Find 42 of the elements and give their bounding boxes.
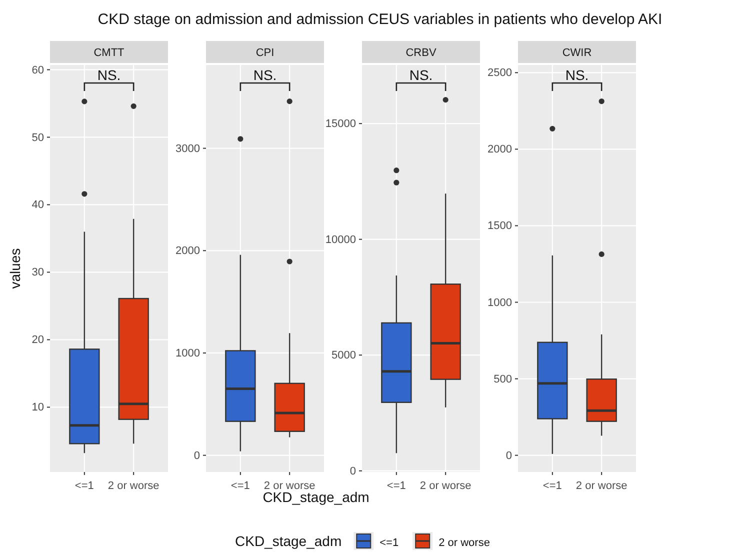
x-tick-label: <=1 — [386, 480, 406, 492]
y-tick-label: 500 — [494, 373, 512, 386]
annotation: NS. — [253, 67, 277, 83]
y-axis-title: values — [7, 248, 23, 289]
x-axis-title: CKD_stage_adm — [262, 489, 370, 505]
y-tick-label: 10 — [32, 402, 44, 414]
x-tick-label: <=1 — [230, 480, 250, 492]
y-tick-label: 50 — [32, 132, 44, 144]
y-tick-label: 5000 — [332, 350, 356, 362]
y-tick-label: 1000 — [488, 296, 512, 309]
y-tick-label: 40 — [32, 199, 44, 212]
x-tick-label: 2 or worse — [264, 480, 316, 492]
chart-subtitle: CRBV — [406, 47, 437, 59]
x-tick-label: 2 or worse — [576, 480, 628, 492]
y-tick-label: 10000 — [325, 234, 356, 246]
legend-title: CKD_stage_adm — [235, 533, 342, 549]
chart-subtitle: CMTT — [94, 47, 125, 59]
y-tick-label: 2000 — [488, 144, 512, 156]
y-tick-label: 2500 — [488, 67, 512, 80]
annotation: NS. — [565, 67, 589, 83]
legend-label: <=1 — [380, 537, 399, 549]
y-tick-label: 60 — [32, 64, 44, 76]
y-tick-label: 15000 — [325, 118, 356, 130]
x-tick-label: 2 or worse — [420, 480, 472, 492]
y-tick-label: 2000 — [176, 245, 200, 258]
annotation: NS. — [409, 67, 433, 83]
y-tick-label: 3000 — [176, 142, 200, 155]
y-tick-label: 1000 — [176, 348, 200, 360]
x-tick-label: <=1 — [542, 480, 562, 492]
x-tick-label: 2 or worse — [108, 480, 160, 492]
y-tick-label: 0 — [506, 450, 512, 462]
annotation: NS. — [97, 67, 121, 83]
legend-label: 2 or worse — [438, 537, 490, 549]
x-tick-label: <=1 — [74, 480, 94, 492]
chart-subtitle: CWIR — [562, 47, 592, 59]
text: CKD stage on admission and admission CEUS variables in patients who develop AKI — [98, 11, 662, 28]
y-tick-label: 0 — [350, 465, 356, 478]
y-tick-label: 1500 — [488, 220, 512, 232]
y-tick-label: 20 — [32, 334, 44, 346]
chart-subtitle: CPI — [256, 47, 274, 59]
y-tick-label: 30 — [32, 266, 44, 279]
y-tick-label: 0 — [194, 450, 200, 462]
